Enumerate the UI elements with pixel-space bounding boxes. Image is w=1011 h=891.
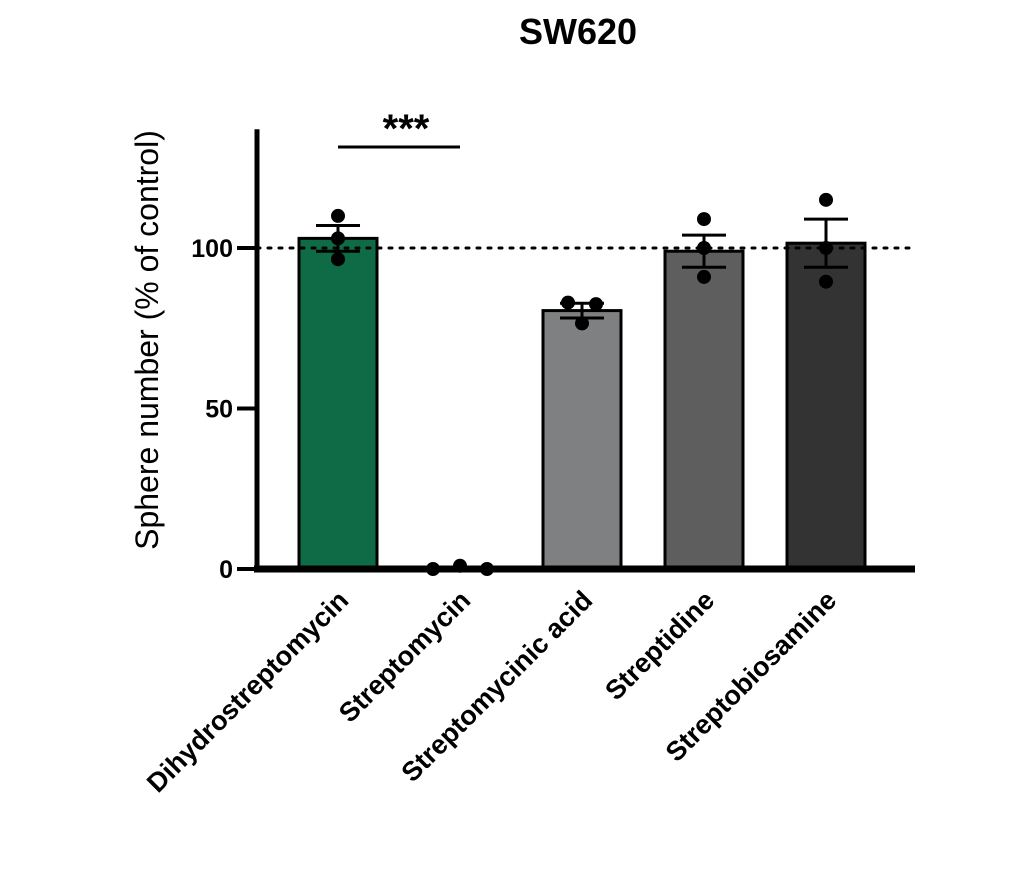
bar-dihydrostreptomycin <box>297 236 379 571</box>
data-point <box>819 241 833 255</box>
data-point <box>331 208 345 223</box>
y-axis-label: Sphere number (% of control) <box>129 130 165 550</box>
data-point <box>819 192 833 207</box>
y-tick-label: 100 <box>191 235 233 263</box>
data-point <box>575 316 589 331</box>
y-tick-label: 0 <box>219 556 233 584</box>
y-tick-label: 50 <box>205 396 233 424</box>
data-point <box>697 241 711 255</box>
x-tick-label: Dihydrostreptomycin <box>141 585 354 798</box>
data-point <box>697 212 711 227</box>
x-tick-label: Streptidine <box>599 585 720 706</box>
data-point <box>697 269 711 284</box>
data-point <box>819 274 833 289</box>
data-point <box>561 295 575 310</box>
bar-streptomycinic-acid <box>541 309 623 571</box>
significance-label: *** <box>383 107 430 151</box>
data-point <box>331 231 345 246</box>
data-point <box>331 252 345 267</box>
plot-area: 050100DihydrostreptomycinStreptomycinStr… <box>141 107 917 798</box>
data-point <box>589 297 603 312</box>
chart-title: SW620 <box>519 11 637 52</box>
bar-streptobiosamine <box>785 241 867 571</box>
bar-streptidine <box>663 249 745 571</box>
